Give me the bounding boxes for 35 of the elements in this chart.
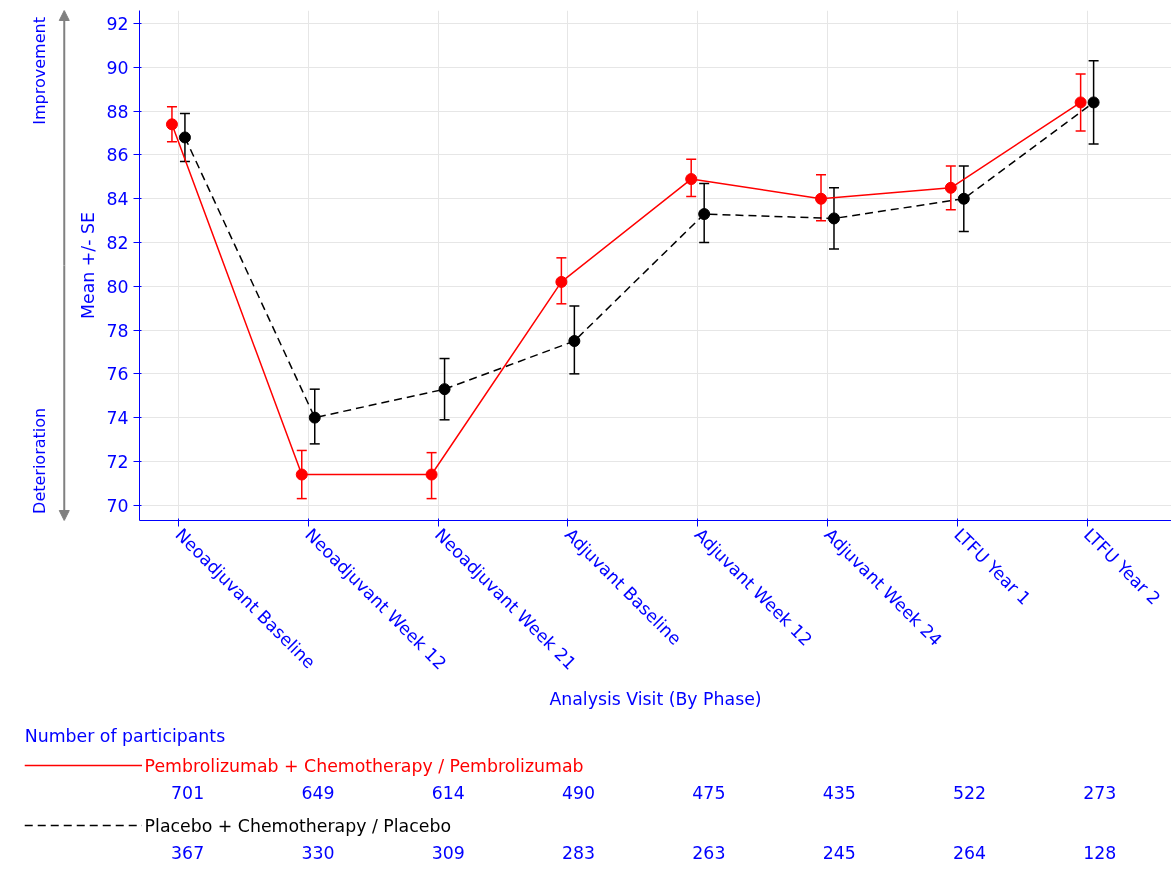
y-tick-label: 86 (106, 145, 129, 166)
y-tick-label: 90 (106, 57, 129, 78)
text: 264 (952, 843, 987, 863)
text: 475 (692, 783, 726, 803)
y-tick-label: 84 (106, 189, 129, 210)
text: 273 (1083, 783, 1117, 803)
text: Deterioration (30, 407, 50, 514)
text: 245 (822, 843, 856, 863)
y-tick-label: 78 (106, 320, 129, 341)
text: 522 (952, 783, 987, 803)
y-tick-label: 76 (106, 364, 129, 385)
y-tick-label: 70 (106, 495, 129, 516)
text: 614 (431, 783, 465, 803)
text: 435 (822, 783, 856, 803)
text: 283 (562, 843, 596, 863)
text: Number of participants (24, 725, 226, 746)
text: 128 (1083, 843, 1117, 863)
text: 330 (301, 843, 335, 863)
text: 649 (301, 783, 335, 803)
x-axis-title: Analysis Visit (By Phase) (549, 688, 762, 709)
text: 367 (171, 843, 205, 863)
y-axis-title: Mean +/- SE (78, 212, 99, 319)
y-tick-label: 72 (106, 451, 129, 472)
y-tick-label: 80 (106, 276, 129, 297)
text: 490 (562, 783, 596, 803)
text: Pembrolizumab + Chemotherapy / Pembrolizumab (144, 755, 584, 776)
text: Improvement (30, 17, 50, 125)
y-tick-label: 74 (106, 408, 129, 429)
text: 701 (171, 783, 205, 803)
y-tick-label: 82 (106, 233, 129, 254)
text: 309 (431, 843, 465, 863)
text: 263 (692, 843, 726, 863)
y-tick-label: 88 (106, 101, 129, 122)
y-tick-label: 92 (106, 14, 129, 35)
text: Placebo + Chemotherapy / Placebo (144, 815, 452, 836)
